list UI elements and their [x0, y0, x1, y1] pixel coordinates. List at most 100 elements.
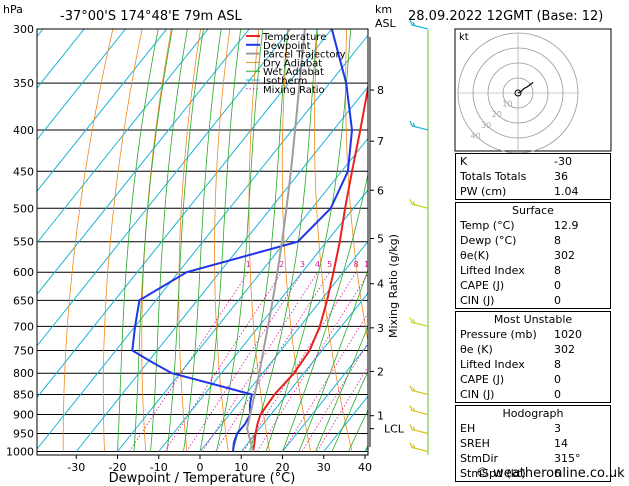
hodograph-storm-marker	[514, 89, 522, 97]
x-axis-label: Dewpoint / Temperature (°C)	[109, 471, 296, 486]
index-value: 36	[554, 170, 568, 183]
wet-adiabat-line	[315, 325, 368, 452]
hodograph-index-value: 3	[554, 422, 561, 435]
pressure-tick-label: 700	[13, 320, 34, 333]
temperature-tick-label: 0	[197, 461, 204, 474]
wind-barb	[409, 120, 429, 131]
mixing-ratio-label: 10	[364, 260, 374, 269]
mixing-ratio-line	[128, 271, 249, 452]
surface-label: CIN (J)	[460, 294, 495, 307]
legend-entry: Dry Adiabat	[263, 58, 322, 69]
unstable-value: 302	[554, 343, 575, 356]
dry-adiabat-line	[313, 29, 353, 452]
mixing-ratio-label: 20	[406, 260, 416, 269]
isotherm-line	[37, 29, 126, 141]
hodograph-index-label: StmDir	[460, 452, 499, 465]
legend-entry: Temperature	[262, 32, 326, 43]
pressure-tick-label: 800	[13, 367, 34, 380]
isotherm-line	[37, 29, 291, 347]
most-unstable-title: Most Unstable	[493, 313, 573, 326]
hodograph-index-value: 315°	[554, 452, 581, 465]
chart-series	[131, 29, 368, 452]
chart-grid: 1 2 3 4 5 8 10 15 20 25	[37, 29, 629, 452]
surface-row: Dewp (°C) 8	[456, 233, 610, 248]
wind-barb	[409, 199, 429, 209]
hodograph-title: Hodograph	[502, 407, 564, 420]
mixing-ratio-line	[301, 341, 368, 452]
unstable-label: CAPE (J)	[460, 373, 505, 386]
surface-value: 0	[554, 294, 561, 307]
mixing-ratio-line	[215, 271, 331, 452]
unstable-value: 1020	[554, 328, 582, 341]
pressure-tick-label: 400	[13, 124, 34, 137]
index-value: -30	[554, 155, 572, 168]
mixing-ratio-line	[316, 365, 368, 452]
location-title: -37°00'S 174°48'E 79m ASL	[60, 9, 242, 24]
surface-row: θe(K) 302	[456, 248, 610, 263]
most-unstable-box: Most Unstable Pressure (mb) 1020 θe (K) 302…	[455, 311, 611, 403]
unstable-label: θe (K)	[460, 343, 493, 356]
height-tick-label: 3	[377, 322, 384, 335]
hodograph-index-row: EH 3	[456, 421, 610, 436]
dry-adiabat-line	[62, 29, 114, 452]
wind-barb	[409, 19, 429, 30]
wet-adiabat-line	[117, 29, 159, 452]
height-tick-label: 6	[377, 184, 384, 197]
wind-barb	[409, 442, 429, 453]
pressure-tick-label: 600	[13, 266, 34, 279]
temperature-tick-label: 10	[234, 461, 248, 474]
pressure-tick-label: 850	[13, 388, 34, 401]
height-tick-label: 4	[377, 278, 384, 291]
dry-adiabat-line	[141, 29, 172, 452]
mixing-ratio-label: 8	[354, 260, 359, 269]
mixing-ratio-line	[202, 271, 318, 452]
wet-adiabat-line	[216, 29, 264, 452]
mixing-ratio-label: 5	[327, 260, 332, 269]
pressure-tick-label: 900	[13, 409, 34, 422]
hodograph-index-value: 14	[554, 437, 568, 450]
surface-label: θe(K)	[460, 249, 490, 262]
index-row: K -30	[456, 154, 610, 169]
wind-barb	[409, 317, 429, 327]
wet-adiabat-line	[166, 29, 204, 452]
plot-frame	[36, 28, 369, 456]
hodograph-index-label: EH	[460, 422, 476, 435]
pressure-tick-label: 350	[13, 77, 34, 90]
wet-adiabat-line	[150, 29, 188, 452]
index-label: K	[460, 155, 468, 168]
pressure-tick-label: 650	[13, 294, 34, 307]
temperature-tick-label: 30	[317, 461, 331, 474]
surface-title: Surface	[512, 204, 554, 217]
mixing-ratio-line	[164, 271, 283, 452]
surface-row: Temp (°C) 12.9	[456, 218, 610, 233]
hpa-label: hPa	[3, 3, 23, 16]
mixing-ratio-line	[186, 271, 303, 452]
temperature-tick-label: -20	[109, 461, 127, 474]
isotherm-line	[199, 240, 368, 452]
mixing-ratio-line	[282, 312, 368, 452]
temperature-tick-label: 40	[358, 461, 372, 474]
unstable-row: Pressure (mb) 1020	[456, 327, 610, 342]
hodograph-trace	[517, 82, 534, 94]
chart-axes: 3003504004505005506006507007508008509009…	[6, 23, 372, 474]
wet-adiabat-line	[199, 29, 242, 452]
surface-row: Lifted Index 8	[456, 263, 610, 278]
surface-label: Dewp (°C)	[460, 234, 517, 247]
pressure-tick-label: 750	[13, 345, 34, 358]
surface-label: Temp (°C)	[460, 219, 515, 232]
temperature-tick-label: 20	[276, 461, 290, 474]
indices-table: K -30 Totals Totals 36 PW (cm) 1.04 Surface T…	[455, 153, 611, 482]
isotherm-line	[75, 86, 368, 452]
hodograph-ring-label: 20	[492, 110, 502, 119]
height-tick-label: 1	[377, 410, 384, 423]
datetime-label: 28.09.2022 12GMT (Base: 12)	[408, 9, 603, 24]
mixing-ratio-label: 3	[300, 260, 305, 269]
isotherm-line	[37, 29, 250, 296]
hodograph-box: Hodograph EH 3 SREH 14 StmDir 315° StmSpd (kt)…	[455, 405, 611, 482]
unstable-row: θe (K) 302	[456, 342, 610, 357]
dry-adiabat-line	[610, 29, 629, 452]
index-value: 1.04	[554, 185, 579, 198]
surface-value: 8	[554, 234, 561, 247]
dry-adiabat-line	[345, 29, 368, 344]
